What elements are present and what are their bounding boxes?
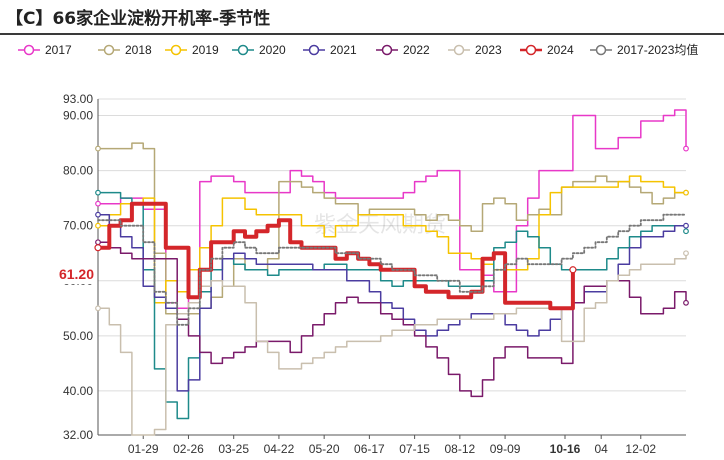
x-tick-label: 04-22	[264, 442, 295, 456]
series-line	[97, 241, 687, 398]
legend-item: 2022	[376, 43, 430, 57]
title-divider	[0, 33, 724, 35]
y-tick-label: 93.00	[63, 92, 93, 106]
legend-item: 2018	[98, 43, 152, 57]
series-2021	[95, 211, 689, 392]
series-marker	[94, 244, 102, 252]
legend-swatch-marker	[453, 44, 465, 56]
legend-item: 2017	[18, 43, 72, 57]
series-marker	[683, 145, 689, 152]
series-marker	[683, 228, 689, 235]
y-tick-label: 32.00	[63, 428, 93, 442]
x-tick-label: 07-15	[399, 442, 430, 456]
legend-item: 2019	[165, 43, 219, 57]
series-line	[97, 213, 687, 326]
x-tick-label: 08-12	[444, 442, 475, 456]
series-marker	[683, 299, 689, 306]
series-marker	[683, 222, 689, 229]
legend-label: 2022	[403, 43, 430, 57]
legend-label: 2017-2023均值	[617, 42, 698, 57]
legend-label: 2024	[547, 43, 574, 57]
y-tick-label: 80.00	[63, 164, 93, 178]
chart-title: 【C】66家企业淀粉开机率-季节性	[6, 9, 271, 29]
y-tick-label: 40.00	[63, 384, 93, 398]
legend-swatch-marker	[170, 44, 182, 56]
series-marker	[95, 211, 101, 218]
legend-swatch-marker	[525, 44, 537, 56]
series-2017-2023均值	[97, 213, 687, 326]
x-tick-label: 01-29	[128, 442, 159, 456]
legend-item: 2024	[520, 43, 574, 57]
legend-label: 2019	[192, 43, 219, 57]
legend-item: 2020	[232, 43, 286, 57]
series-2020	[95, 189, 689, 420]
current-value-bg	[50, 264, 96, 285]
legend-swatch-marker	[381, 44, 393, 56]
legend-label: 2023	[475, 43, 502, 57]
legend-item: 2021	[303, 43, 357, 57]
x-tick-label: 09-09	[490, 442, 521, 456]
series-marker	[569, 266, 577, 274]
legend-swatch-marker	[595, 44, 607, 56]
legend-label: 2021	[330, 43, 357, 57]
legend-swatch-marker	[23, 44, 35, 56]
series-2022	[95, 239, 689, 398]
x-tick-label: 10-16	[550, 442, 581, 456]
x-tick-label: 02-26	[173, 442, 204, 456]
series-marker	[683, 189, 689, 196]
legend-item: 2017-2023均值	[590, 42, 698, 57]
series-marker	[95, 305, 101, 312]
legend-label: 2020	[259, 43, 286, 57]
series-marker	[95, 222, 101, 229]
series-marker	[95, 145, 101, 152]
legend-label: 2017	[45, 43, 72, 57]
series-2023	[95, 250, 689, 436]
legend-swatch-marker	[237, 44, 249, 56]
x-tick-label: 03-25	[218, 442, 249, 456]
x-tick-label: 06-17	[354, 442, 385, 456]
series-marker	[95, 200, 101, 207]
series-marker	[95, 189, 101, 196]
y-tick-label: 50.00	[63, 329, 93, 343]
x-tick-label: 12-02	[625, 442, 656, 456]
series-line	[97, 191, 687, 420]
series-marker	[683, 250, 689, 257]
x-tick-label: 05-20	[309, 442, 340, 456]
legend-swatch-marker	[308, 44, 320, 56]
x-tick-label: 04	[595, 442, 609, 456]
series-marker	[95, 239, 101, 246]
legend-swatch-marker	[103, 44, 115, 56]
current-value-label: 61.20	[59, 266, 94, 282]
y-tick-label: 90.00	[63, 109, 93, 123]
legend-item: 2023	[448, 43, 502, 57]
y-tick-label: 70.00	[63, 219, 93, 233]
legend-label: 2018	[125, 43, 152, 57]
